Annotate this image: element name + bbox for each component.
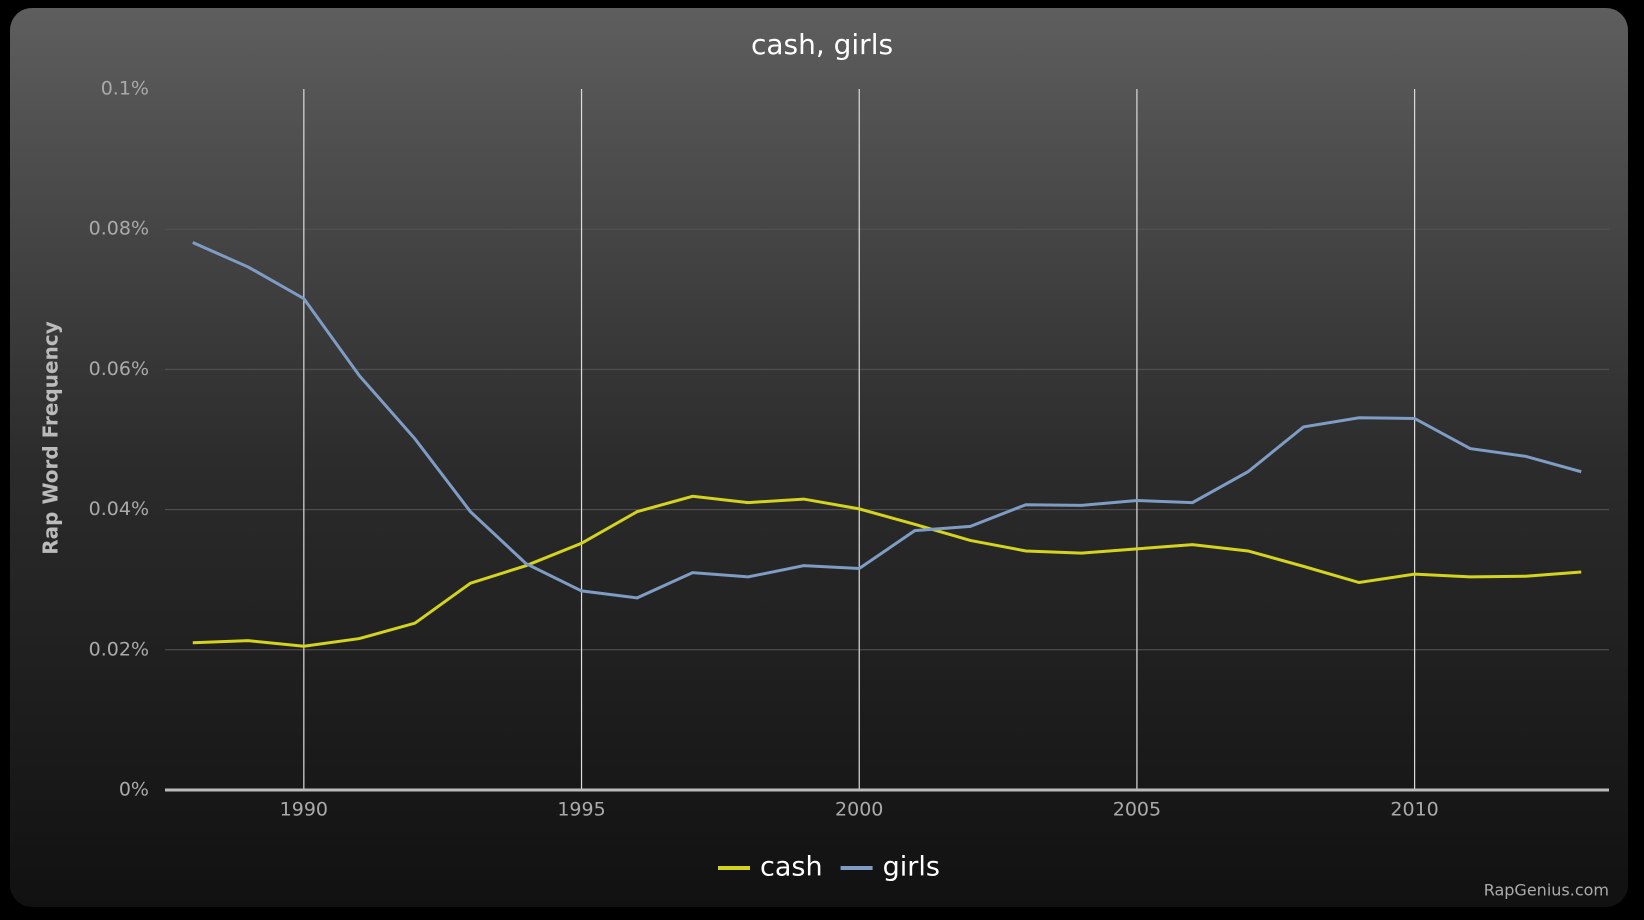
- line: [192, 494, 1582, 648]
- y-tick-label: 0.06%: [89, 358, 149, 380]
- y-tick-label: 0%: [119, 779, 149, 801]
- x-tick-label: 1990: [280, 799, 328, 821]
- x-tick-label: 1995: [557, 799, 605, 821]
- y-tick-label: 0.1%: [101, 78, 149, 100]
- line: [192, 241, 1582, 600]
- y-tick-label: 0.08%: [89, 218, 149, 240]
- x-tick-label: 2000: [835, 799, 883, 821]
- x-tick-label: 2010: [1390, 799, 1438, 821]
- chart-title: cash, girls: [751, 28, 893, 61]
- legend-label: cash: [760, 852, 823, 883]
- legend-label: girls: [883, 852, 940, 883]
- y-tick-label: 0.02%: [89, 638, 149, 660]
- y-axis-label: Rap Word Frequency: [39, 321, 63, 554]
- background: [10, 8, 1628, 907]
- y-tick-label: 0.04%: [89, 498, 149, 520]
- x-tick-label: 2005: [1113, 799, 1161, 821]
- credit: RapGenius.com: [1484, 881, 1609, 900]
